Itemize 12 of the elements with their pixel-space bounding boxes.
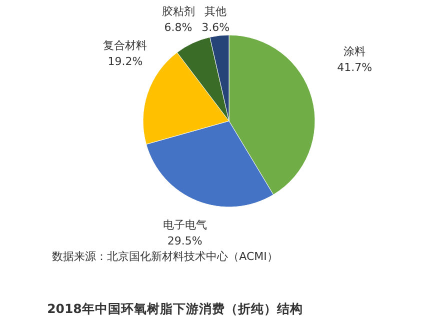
data-label: 29.5%: [167, 234, 202, 248]
data-label: 6.8%: [164, 21, 192, 34]
slice-label: 电子电气: [162, 218, 207, 232]
slice-label: 胶粘剂: [162, 5, 195, 18]
slice-label: 涂料: [344, 44, 366, 58]
data-label: 3.6%: [202, 21, 230, 34]
data-label: 19.2%: [108, 54, 143, 68]
slice-label: 复合材料: [103, 38, 148, 52]
text: 2018年中国环氧树脂下游消费（折纯）结构: [47, 301, 303, 316]
source-note: 数据来源：北京国化新材料技术中心（ACMI）: [52, 250, 278, 263]
data-label: 41.7%: [337, 60, 372, 74]
slice-label: 其他: [204, 5, 227, 18]
